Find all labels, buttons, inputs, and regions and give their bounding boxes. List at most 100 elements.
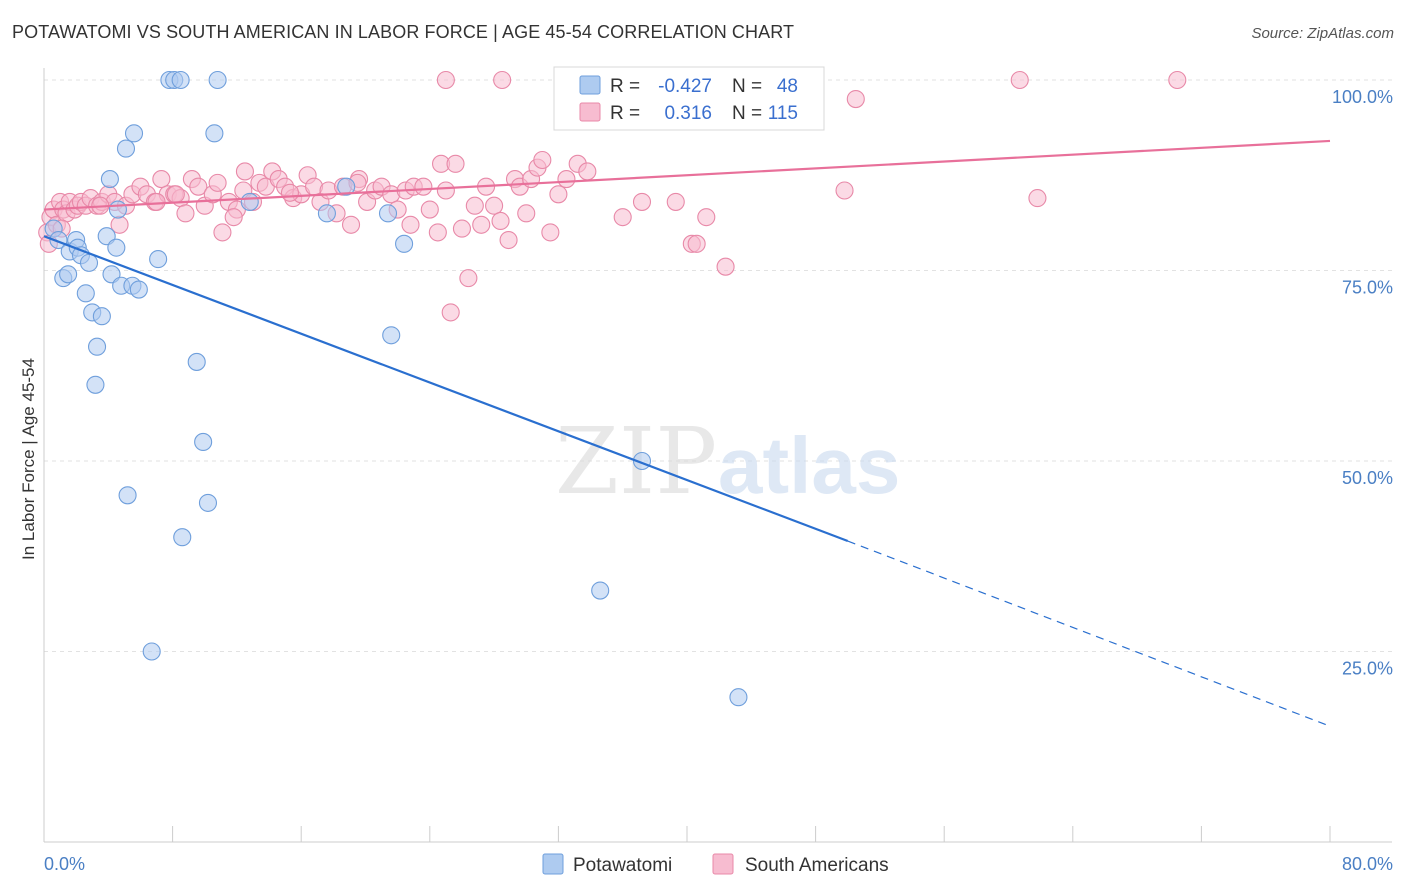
- potawatomi-point: [87, 337, 107, 356]
- watermark-atlas: atlas: [718, 421, 900, 510]
- potawatomi-point: [171, 70, 190, 90]
- x-tick-label: 0.0%: [44, 854, 85, 874]
- legend-swatch-south-americans: [579, 102, 601, 122]
- potawatomi-point: [395, 234, 414, 253]
- potawatomi-point: [591, 581, 610, 600]
- potawatomi-point: [187, 352, 206, 371]
- potawatomi-point: [317, 204, 336, 223]
- potawatomi-point: [59, 265, 78, 284]
- south-americans-point: [578, 162, 597, 181]
- south-americans-point: [557, 170, 576, 189]
- south-americans-point: [517, 204, 536, 223]
- x-tick-labels: 0.0% 80.0%: [44, 854, 1393, 874]
- potawatomi-point: [205, 124, 224, 143]
- trend-lines: [43, 139, 1331, 727]
- potawatomi-point: [100, 170, 119, 189]
- chart-title: POTAWATOMI VS SOUTH AMERICAN IN LABOR FO…: [12, 22, 795, 42]
- south-americans-point: [491, 211, 510, 231]
- south-americans-point: [835, 181, 854, 200]
- south-americans-point: [176, 204, 195, 223]
- south-americans-point: [341, 215, 361, 234]
- legend-r-value-2: 0.316: [664, 103, 712, 124]
- bottom-swatch-potawatomi: [542, 853, 564, 875]
- potawatomi-point: [173, 528, 192, 547]
- potawatomi-point: [378, 204, 398, 223]
- south-americans-point: [613, 208, 632, 227]
- south-americans-point: [189, 177, 208, 196]
- south-americans-point: [235, 162, 254, 181]
- potawatomi-point: [118, 486, 137, 505]
- y-tick-label: 50.0%: [1342, 468, 1393, 488]
- south-americans-point: [1010, 70, 1029, 90]
- south-americans-point: [436, 70, 455, 90]
- potawatomi-point: [92, 307, 111, 326]
- potawatomi-point: [79, 253, 99, 272]
- south-americans-point: [401, 215, 420, 234]
- south-americans-point: [485, 196, 504, 215]
- potawatomi-point: [124, 124, 144, 143]
- south-americans-point: [446, 154, 465, 173]
- south-americans-point: [666, 192, 685, 211]
- bottom-legend-potawatomi: Potawatomi: [573, 855, 672, 876]
- south-americans-point: [428, 223, 447, 242]
- bottom-legend-south-americans: South Americans: [745, 855, 889, 876]
- source-label: Source: ZipAtlas.com: [1251, 25, 1394, 42]
- south-americans-point: [1168, 70, 1187, 90]
- south-americans-point: [1028, 189, 1047, 208]
- legend-n-label-1: N =: [732, 76, 762, 97]
- south-americans-point: [632, 192, 652, 211]
- legend-n-value-2: 115: [768, 103, 798, 124]
- potawatomi-point: [240, 192, 259, 211]
- south-americans-point: [499, 230, 518, 250]
- potawatomi-point: [108, 200, 127, 219]
- legend-n-value-1: 48: [777, 76, 798, 97]
- south-americans-point: [687, 234, 706, 253]
- potawatomi-point: [86, 375, 105, 394]
- potawatomi-point: [382, 326, 401, 345]
- potawatomi-point: [129, 280, 148, 299]
- y-tick-label: 100.0%: [1332, 87, 1393, 107]
- y-axis-label: In Labor Force | Age 45-54: [19, 358, 38, 560]
- south-americans-point: [541, 223, 560, 242]
- south-americans-point: [465, 196, 484, 215]
- south-americans-point: [414, 177, 433, 196]
- potawatomi-points: [44, 70, 748, 707]
- south-americans-point: [224, 208, 243, 227]
- potawatomi-point: [107, 238, 126, 257]
- potawatomi-trend-extension: [847, 540, 1331, 727]
- south-americans-point: [436, 181, 455, 200]
- potawatomi-point: [142, 642, 161, 661]
- south-americans-point: [846, 90, 865, 109]
- south-americans-point: [697, 208, 716, 227]
- south-americans-point: [147, 192, 166, 211]
- potawatomi-point: [208, 70, 227, 90]
- south-americans-point: [493, 70, 512, 90]
- potawatomi-point: [149, 250, 168, 269]
- legend-r-label-1: R =: [610, 76, 640, 97]
- potawatomi-point: [194, 432, 213, 452]
- y-tick-label: 25.0%: [1342, 659, 1393, 679]
- potawatomi-point: [116, 139, 136, 158]
- south-americans-point: [533, 150, 552, 170]
- south-americans-point: [716, 257, 735, 276]
- x-tick-label: 80.0%: [1342, 854, 1393, 874]
- potawatomi-point: [337, 177, 356, 196]
- south-americans-point: [208, 173, 227, 192]
- potawatomi-trend-line: [43, 235, 849, 543]
- legend-swatch-potawatomi: [579, 75, 601, 95]
- south-americans-point: [472, 215, 491, 234]
- south-americans-point: [452, 219, 472, 238]
- y-tick-label: 75.0%: [1342, 278, 1393, 298]
- south-americans-point: [420, 200, 439, 219]
- bottom-swatch-south-americans: [712, 853, 734, 875]
- south-americans-point: [166, 185, 185, 204]
- legend-n-label-2: N =: [732, 103, 762, 124]
- y-tick-labels: 100.0% 75.0% 50.0% 25.0%: [1332, 87, 1393, 679]
- south-americans-point: [280, 183, 299, 202]
- legend-r-label-2: R =: [610, 103, 640, 124]
- legend-r-value-1: -0.427: [658, 76, 712, 97]
- stats-legend: R = -0.427 N = 48 R = 0.316 N = 115: [553, 66, 825, 131]
- potawatomi-point: [76, 284, 95, 303]
- south-americans-point: [549, 185, 568, 204]
